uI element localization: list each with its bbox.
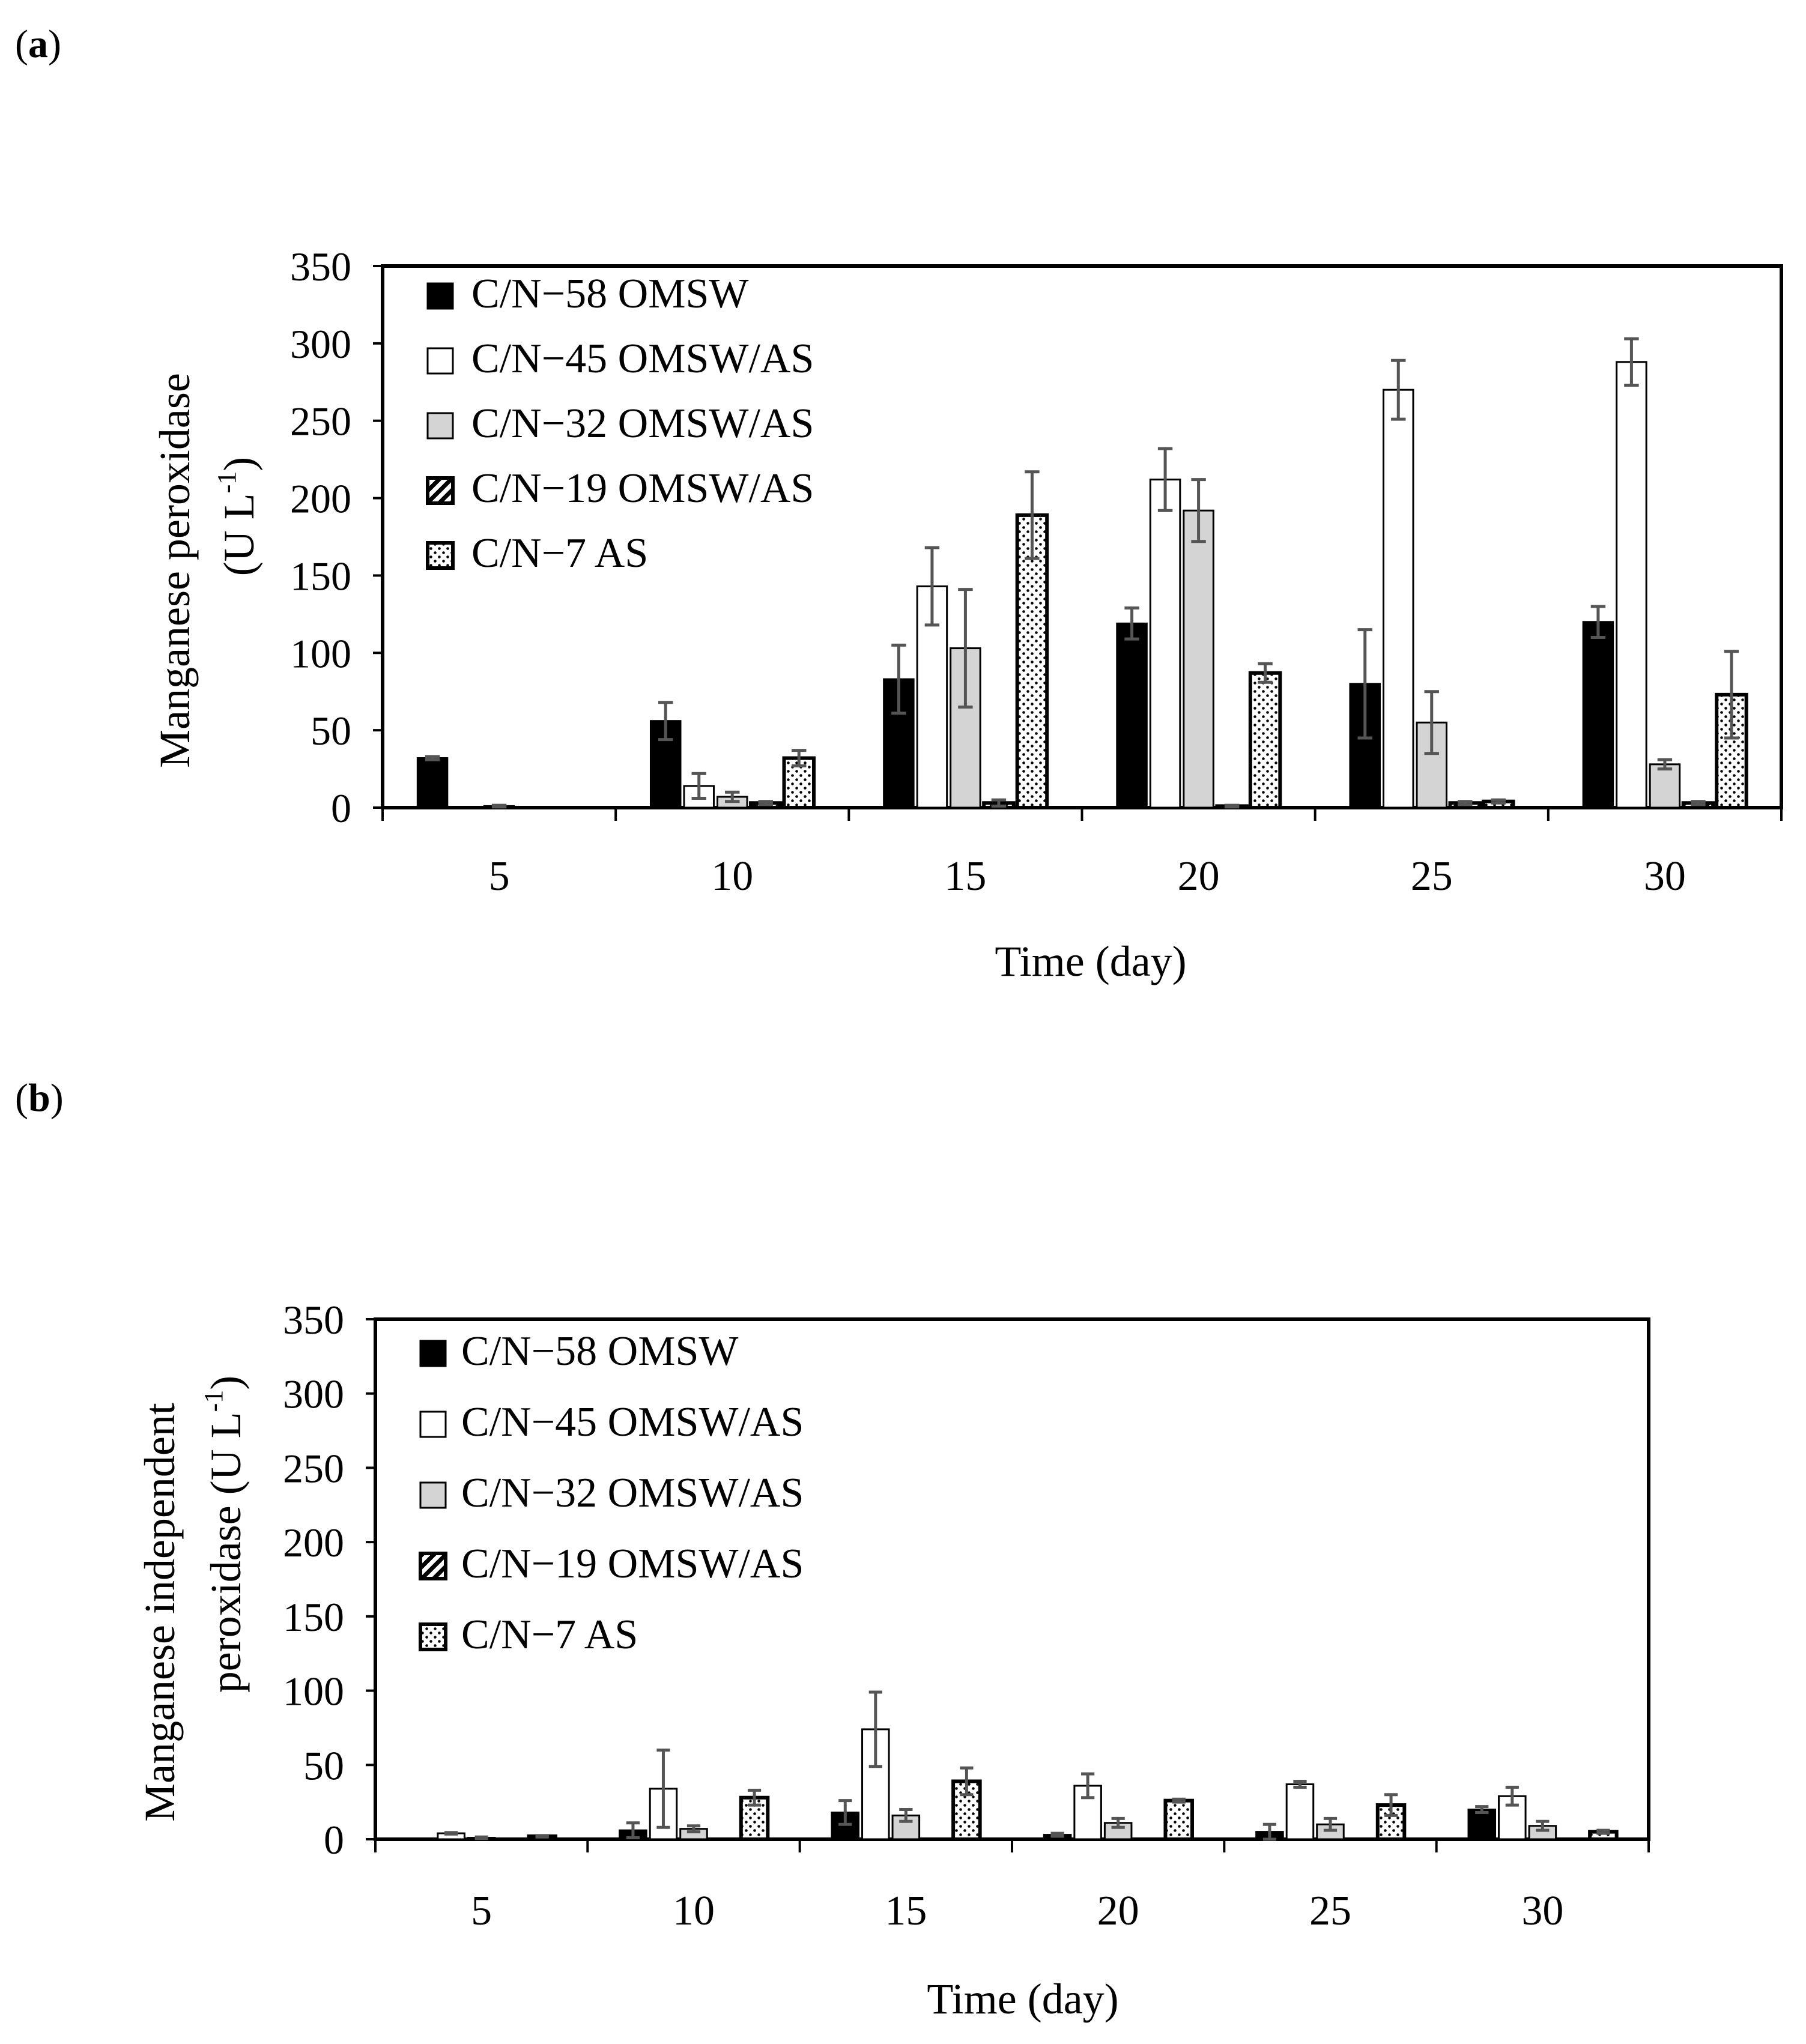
y-axis-label-a-line1: Manganese peroxidase [151, 373, 199, 768]
y-tick-label: 50 [311, 708, 351, 754]
x-tick-label: 20 [1178, 853, 1220, 900]
y-tick-label: 350 [283, 1297, 344, 1343]
bar [1582, 621, 1614, 809]
x-tick-label: 25 [1309, 1888, 1351, 1934]
legend-swatch [419, 1481, 447, 1509]
bar [951, 1779, 982, 1842]
legend-label: C/N−19 OMSW/AS [471, 465, 814, 512]
legend-swatch [419, 1411, 447, 1438]
bar [1285, 1783, 1315, 1840]
chart-b: 0 50 100 150 200 250 300 350 5 10 15 20 25 30 C/N−58 O… [283, 1297, 1650, 1934]
bar [1183, 509, 1214, 809]
legend-label: C/N−45 OMSW/AS [461, 1399, 804, 1445]
y-tick-label: 300 [283, 1371, 344, 1417]
legend-swatch [419, 1622, 447, 1651]
panel-a: (a) 0 50 100 150 200 250 300 350 5 10 15 20 25 30 C/N−… [15, 22, 1783, 985]
y-tick-label: 100 [283, 1669, 344, 1714]
legend-label: C/N−7 AS [461, 1612, 638, 1658]
y-tick-label: 50 [303, 1743, 344, 1788]
y-tick-label: 250 [283, 1445, 344, 1491]
x-tick-label: 30 [1644, 853, 1686, 900]
legend-label: C/N−45 OMSW/AS [471, 336, 814, 382]
x-tick-label: 20 [1097, 1888, 1139, 1934]
y-tick-label: 300 [290, 321, 351, 367]
bar [861, 1728, 890, 1840]
x-tick-label: 15 [885, 1888, 927, 1934]
legend-swatch [426, 541, 455, 570]
legend-swatch [426, 282, 454, 310]
x-tick-label: 5 [489, 853, 510, 900]
legend-swatch [419, 1552, 447, 1580]
y-tick-label: 200 [290, 476, 351, 522]
x-tick-label: 10 [711, 853, 753, 900]
x-tick-label: 25 [1411, 853, 1453, 900]
y-tick-label: 200 [283, 1520, 344, 1565]
legend-label: C/N−58 OMSW [461, 1328, 738, 1374]
y-tick-label: 250 [290, 399, 351, 444]
y-tick-label: 150 [283, 1594, 344, 1640]
legend-label: C/N−32 OMSW/AS [461, 1470, 804, 1516]
x-tick-label: 10 [673, 1888, 715, 1934]
y-axis-label-b-line1: Manganese independent [136, 1403, 184, 1822]
legend-swatch [426, 347, 454, 375]
bar [1498, 1795, 1527, 1840]
bar [1163, 1798, 1194, 1841]
y-tick-label: 150 [290, 553, 351, 599]
y-tick-label: 350 [290, 244, 351, 289]
bar [1616, 361, 1647, 809]
legend-label: C/N−19 OMSW/AS [461, 1541, 804, 1587]
legend-swatch [419, 1340, 447, 1367]
bar [1248, 671, 1282, 809]
panel-label-b: (b) [15, 1076, 64, 1120]
x-tick-label: 30 [1521, 1888, 1563, 1934]
legend-label: C/N−7 AS [471, 530, 648, 576]
y-axis-label-b-line2: peroxidase (U L-1) [199, 1376, 250, 1693]
y-axis-label-a-line2: (U L-1) [212, 457, 263, 576]
panel-b: (b) 0 50 100 150 200 250 300 350 5 10 15 20 25 30 C/N−… [15, 1076, 1650, 2023]
x-axis-label-a: Time (day) [995, 937, 1186, 985]
bar [1116, 622, 1148, 809]
legend-swatch [426, 412, 454, 440]
legend-label: C/N−58 OMSW [471, 271, 748, 317]
x-tick-label: 15 [944, 853, 986, 900]
panel-label-a: (a) [15, 22, 61, 66]
y-tick-label: 100 [290, 630, 351, 676]
x-axis-label-b: Time (day) [927, 1975, 1118, 2023]
bar [1382, 389, 1414, 809]
legend-label: C/N−32 OMSW/AS [471, 401, 814, 447]
x-tick-label: 5 [471, 1888, 492, 1934]
bar [1649, 763, 1681, 809]
chart-a: 0 50 100 150 200 250 300 350 5 10 15 20 25 30 C/N−58 O… [290, 244, 1783, 900]
legend-swatch [426, 476, 455, 505]
y-tick-label: 0 [331, 785, 351, 831]
bar [1149, 479, 1181, 809]
y-tick-label: 0 [324, 1817, 344, 1863]
bar [416, 757, 449, 809]
